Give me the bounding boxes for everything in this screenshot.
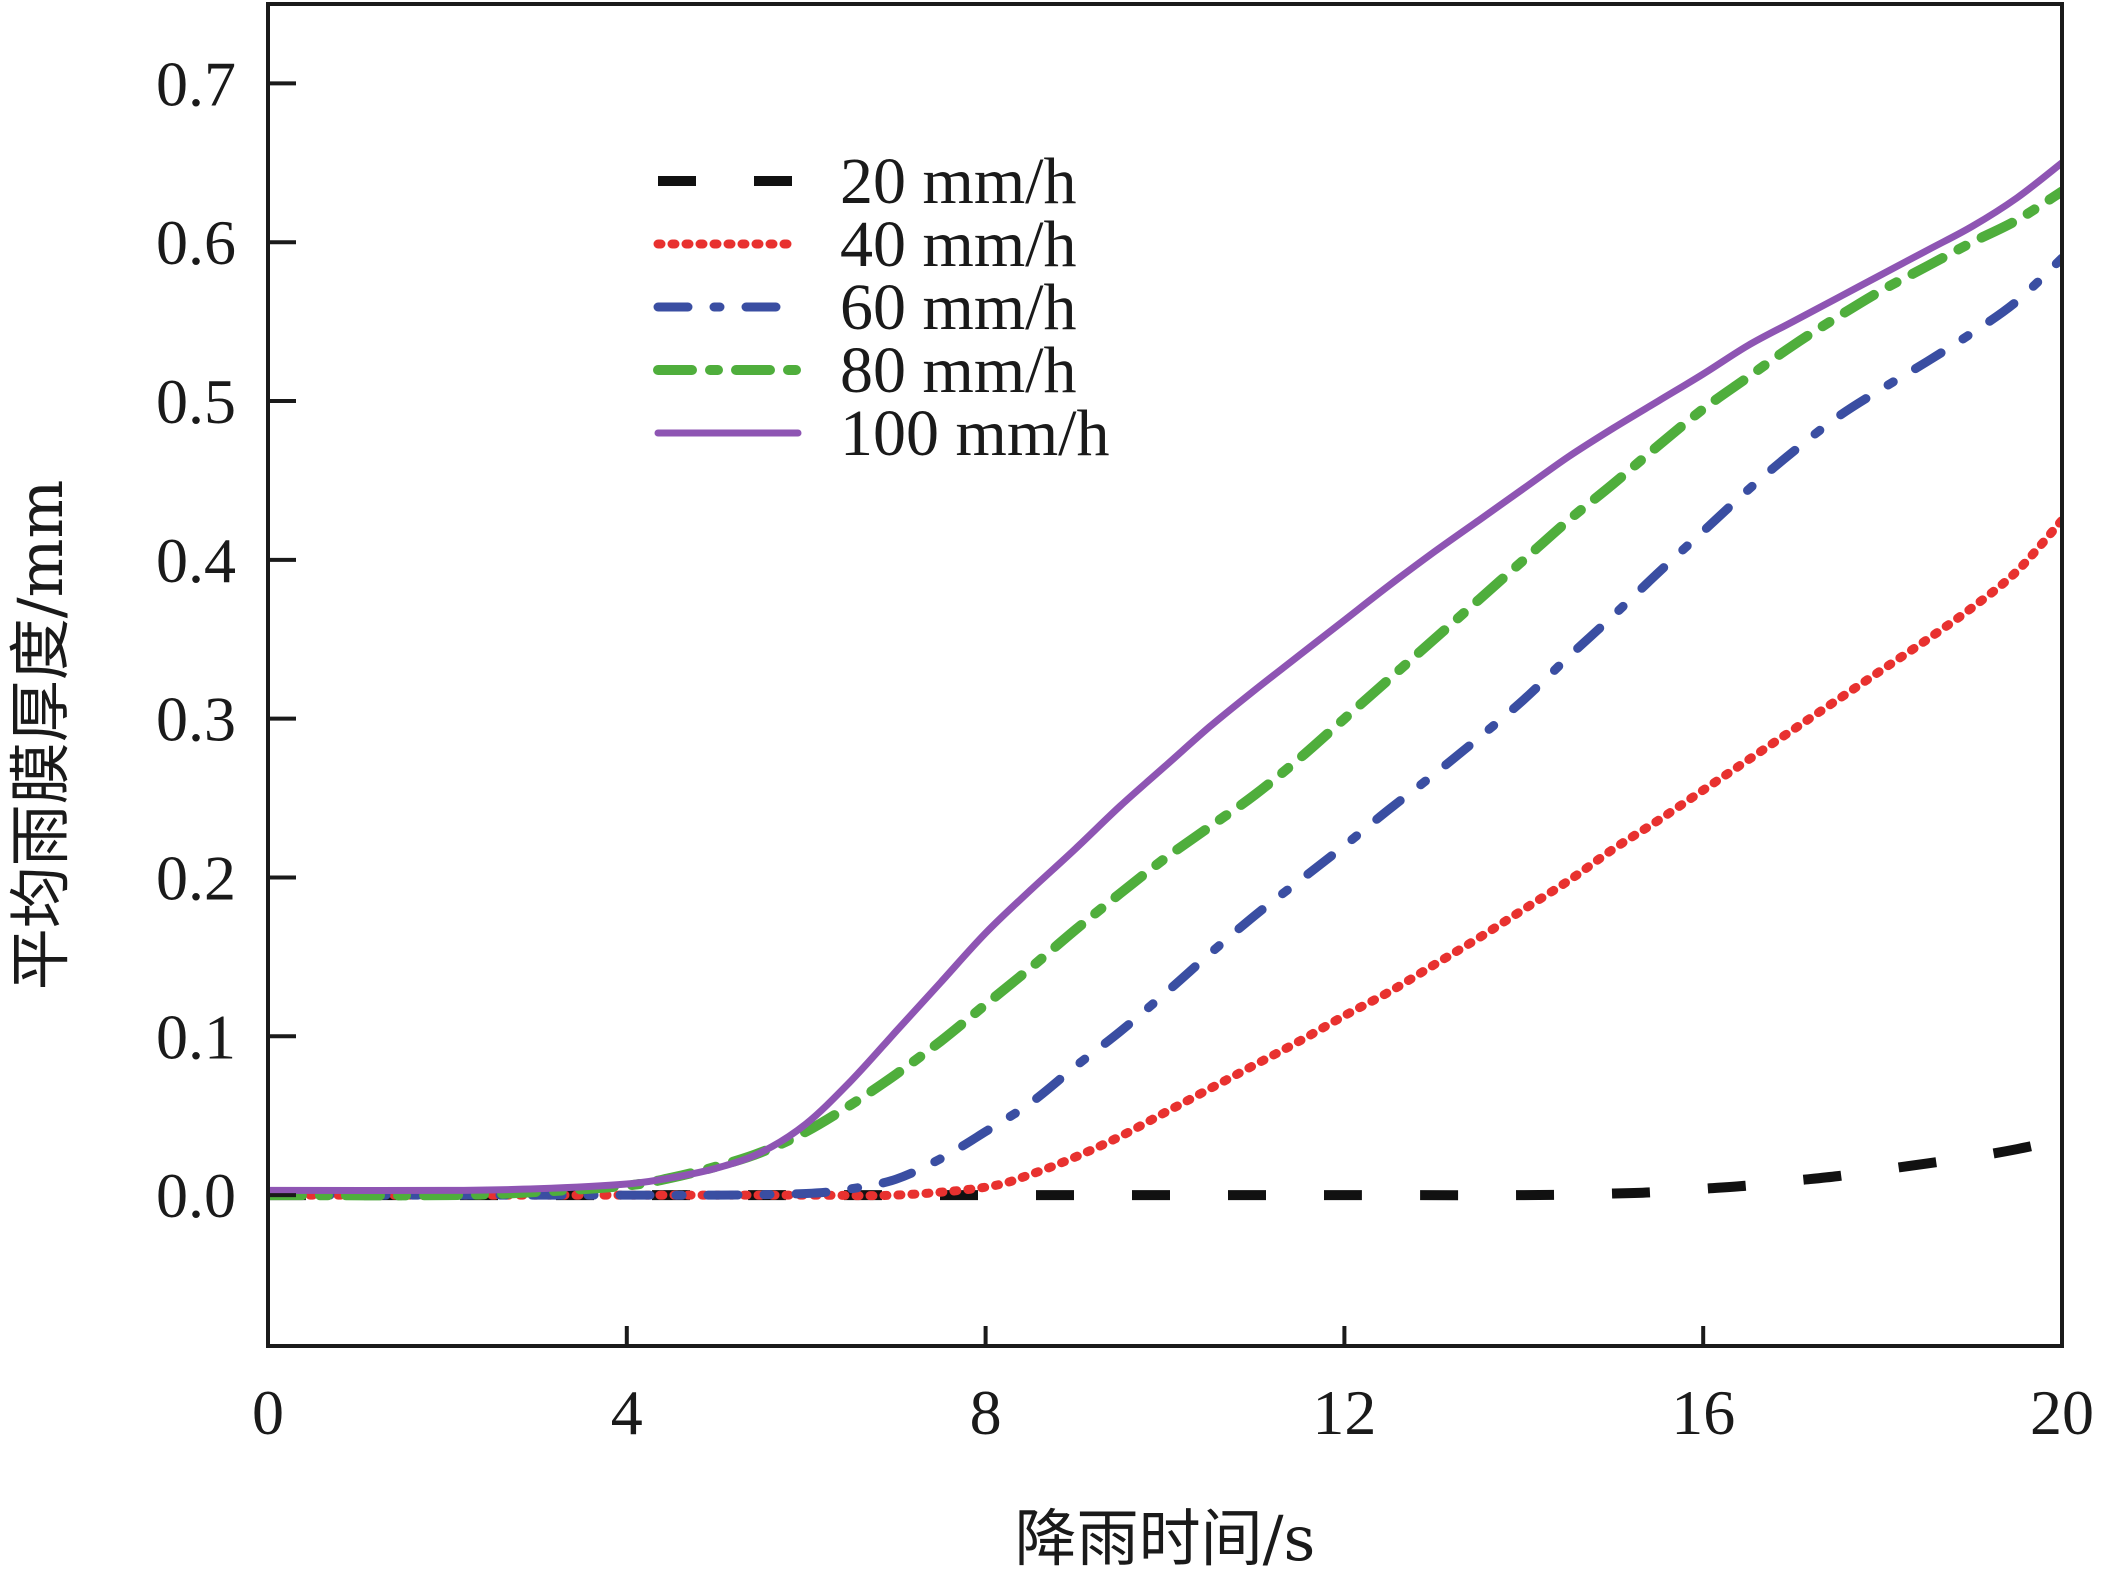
- series-line-40-mm-h: [268, 515, 2062, 1201]
- series-layer: [268, 159, 2062, 1201]
- x-axis: 0 4 8 12 16 20: [252, 1326, 2094, 1448]
- y-tick-label: 0.3: [156, 684, 236, 755]
- legend-label: 40 mm/h: [840, 208, 1077, 281]
- y-tick-label: 0.5: [156, 366, 236, 437]
- y-tick-label: 0.6: [156, 207, 236, 278]
- series-line-60-mm-h: [268, 253, 2062, 1200]
- y-tick-label: 0.2: [156, 842, 236, 913]
- x-axis-title: 降雨时间/s: [1015, 1502, 1316, 1575]
- y-tick-label: 0.1: [156, 1001, 236, 1072]
- legend-label: 60 mm/h: [840, 271, 1077, 344]
- y-axis-title: 平均雨膜厚度/mm: [4, 480, 77, 990]
- y-axis: 0.0 0.1 0.2 0.3 0.4 0.5 0.6 0.7: [156, 48, 296, 1231]
- x-tick-label: 16: [1671, 1377, 1735, 1448]
- legend-item: 60 mm/h: [653, 271, 1077, 344]
- legend-item: 20 mm/h: [658, 145, 1077, 218]
- x-tick-label: 12: [1312, 1377, 1376, 1448]
- x-tick-label: 4: [611, 1377, 643, 1448]
- y-tick-label: 0.4: [156, 525, 236, 596]
- legend-label: 80 mm/h: [840, 334, 1077, 407]
- series-line-80-mm-h: [268, 186, 2062, 1201]
- x-tick-label: 20: [2030, 1377, 2094, 1448]
- legend-item: 80 mm/h: [653, 334, 1077, 407]
- legend-label: 20 mm/h: [840, 145, 1077, 218]
- plot-area-frame: [266, 2, 2064, 1348]
- legend-label: 100 mm/h: [840, 397, 1110, 470]
- legend-item: 40 mm/h: [653, 208, 1077, 281]
- x-tick-label: 8: [970, 1377, 1002, 1448]
- legend-item: 100 mm/h: [654, 397, 1110, 470]
- y-tick-label: 0.0: [156, 1160, 236, 1231]
- y-tick-label: 0.7: [156, 48, 236, 119]
- series-line-100-mm-h: [268, 159, 2062, 1194]
- x-tick-label: 0: [252, 1377, 284, 1448]
